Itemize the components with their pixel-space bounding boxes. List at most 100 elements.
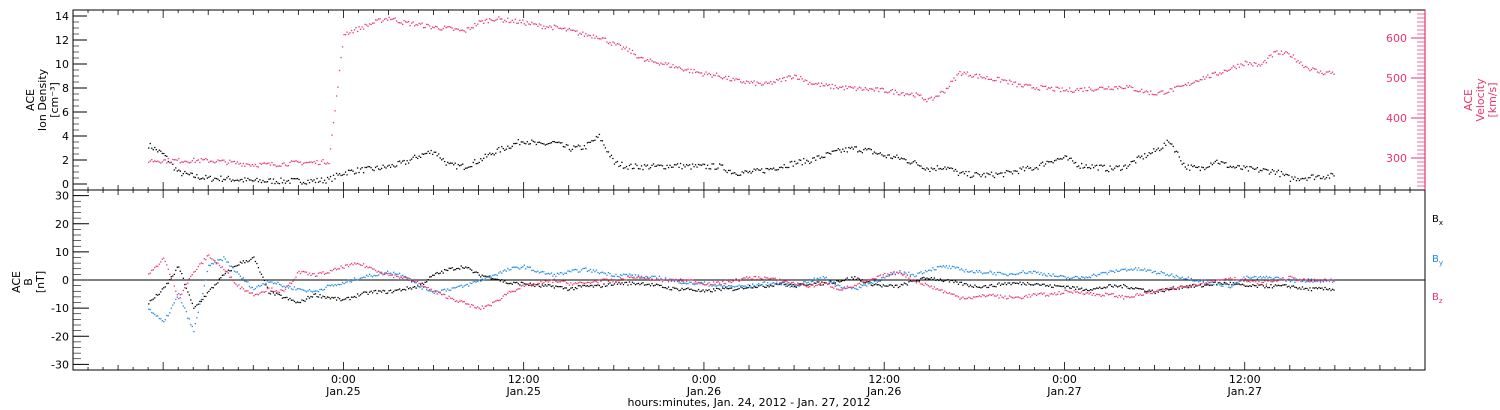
data-point (658, 284, 661, 287)
data-point (1028, 293, 1030, 296)
data-point (691, 279, 694, 281)
data-point (1029, 84, 1032, 86)
data-point (1165, 92, 1167, 95)
data-point (1181, 285, 1183, 287)
data-point (747, 277, 749, 279)
data-point (420, 286, 422, 288)
data-point (891, 88, 894, 91)
data-point (1029, 296, 1032, 298)
data-point (1267, 280, 1269, 282)
data-point (223, 274, 225, 276)
data-point (251, 257, 254, 259)
data-point (1300, 288, 1302, 290)
data-point (295, 178, 297, 180)
data-point (239, 162, 242, 165)
data-point (655, 62, 658, 64)
data-point (516, 289, 518, 291)
data-point (1055, 294, 1057, 296)
data-point (738, 174, 740, 177)
data-point (1237, 63, 1239, 66)
data-point (591, 281, 593, 284)
data-point (421, 282, 423, 284)
data-point (359, 28, 362, 30)
data-point (224, 270, 227, 272)
data-point (230, 161, 233, 163)
data-point (514, 266, 516, 268)
data-point (878, 90, 880, 93)
data-point (190, 275, 192, 278)
data-point (1083, 293, 1086, 296)
data-point (1141, 88, 1143, 91)
data-point (965, 282, 967, 285)
data-point (589, 141, 592, 143)
data-point (191, 325, 193, 328)
data-point (592, 140, 595, 142)
data-point (1044, 85, 1047, 87)
data-point (956, 295, 958, 297)
data-point (1313, 278, 1316, 280)
x-tick-date-label: Jan.27 (1227, 385, 1262, 398)
data-point (1222, 285, 1224, 287)
data-point (899, 285, 901, 288)
data-point (1258, 276, 1260, 279)
data-point (1181, 85, 1183, 87)
data-point (334, 283, 336, 286)
data-point (329, 298, 332, 300)
data-point (977, 295, 979, 298)
data-point (325, 286, 327, 288)
data-point (382, 273, 384, 275)
data-point (1082, 293, 1084, 295)
data-point (950, 167, 952, 169)
data-point (248, 292, 251, 294)
data-point (196, 304, 198, 306)
data-point (1129, 269, 1131, 271)
data-point (606, 278, 608, 280)
data-point (1141, 155, 1143, 157)
data-point (1108, 284, 1110, 286)
data-point (571, 269, 574, 271)
data-point (481, 305, 483, 307)
data-point (774, 283, 776, 285)
data-point (352, 296, 354, 298)
data-point (532, 284, 534, 286)
data-point (1037, 89, 1039, 91)
data-point (202, 292, 204, 295)
data-point (714, 285, 716, 287)
data-point (262, 179, 264, 182)
data-point (591, 37, 593, 39)
data-point (1034, 283, 1036, 285)
data-point (815, 159, 817, 161)
data-point (1150, 153, 1152, 155)
data-point (296, 177, 299, 180)
data-point (531, 139, 533, 141)
data-point (233, 282, 236, 284)
data-point (1156, 149, 1158, 151)
top-right-tick-label: 300 (1386, 152, 1407, 165)
data-point (797, 78, 799, 80)
data-point (1111, 285, 1113, 288)
data-point (331, 180, 333, 182)
data-point (1223, 283, 1226, 285)
data-point (505, 270, 507, 272)
data-point (233, 160, 236, 163)
data-point (343, 298, 345, 301)
data-point (552, 275, 554, 277)
data-point (529, 284, 531, 286)
data-point (155, 149, 157, 151)
data-point (505, 20, 507, 23)
data-point (606, 285, 608, 287)
data-point (872, 153, 874, 155)
data-point (534, 270, 536, 273)
data-point (184, 287, 186, 289)
data-point (655, 277, 658, 279)
data-point (451, 266, 453, 269)
data-point (547, 281, 550, 283)
data-point (727, 169, 730, 172)
data-point (211, 262, 213, 265)
data-point (1301, 177, 1304, 180)
data-point (1071, 160, 1074, 162)
legend-entry-y: By (1432, 254, 1443, 267)
data-point (735, 173, 737, 175)
data-point (1038, 292, 1041, 295)
data-point (598, 284, 601, 287)
